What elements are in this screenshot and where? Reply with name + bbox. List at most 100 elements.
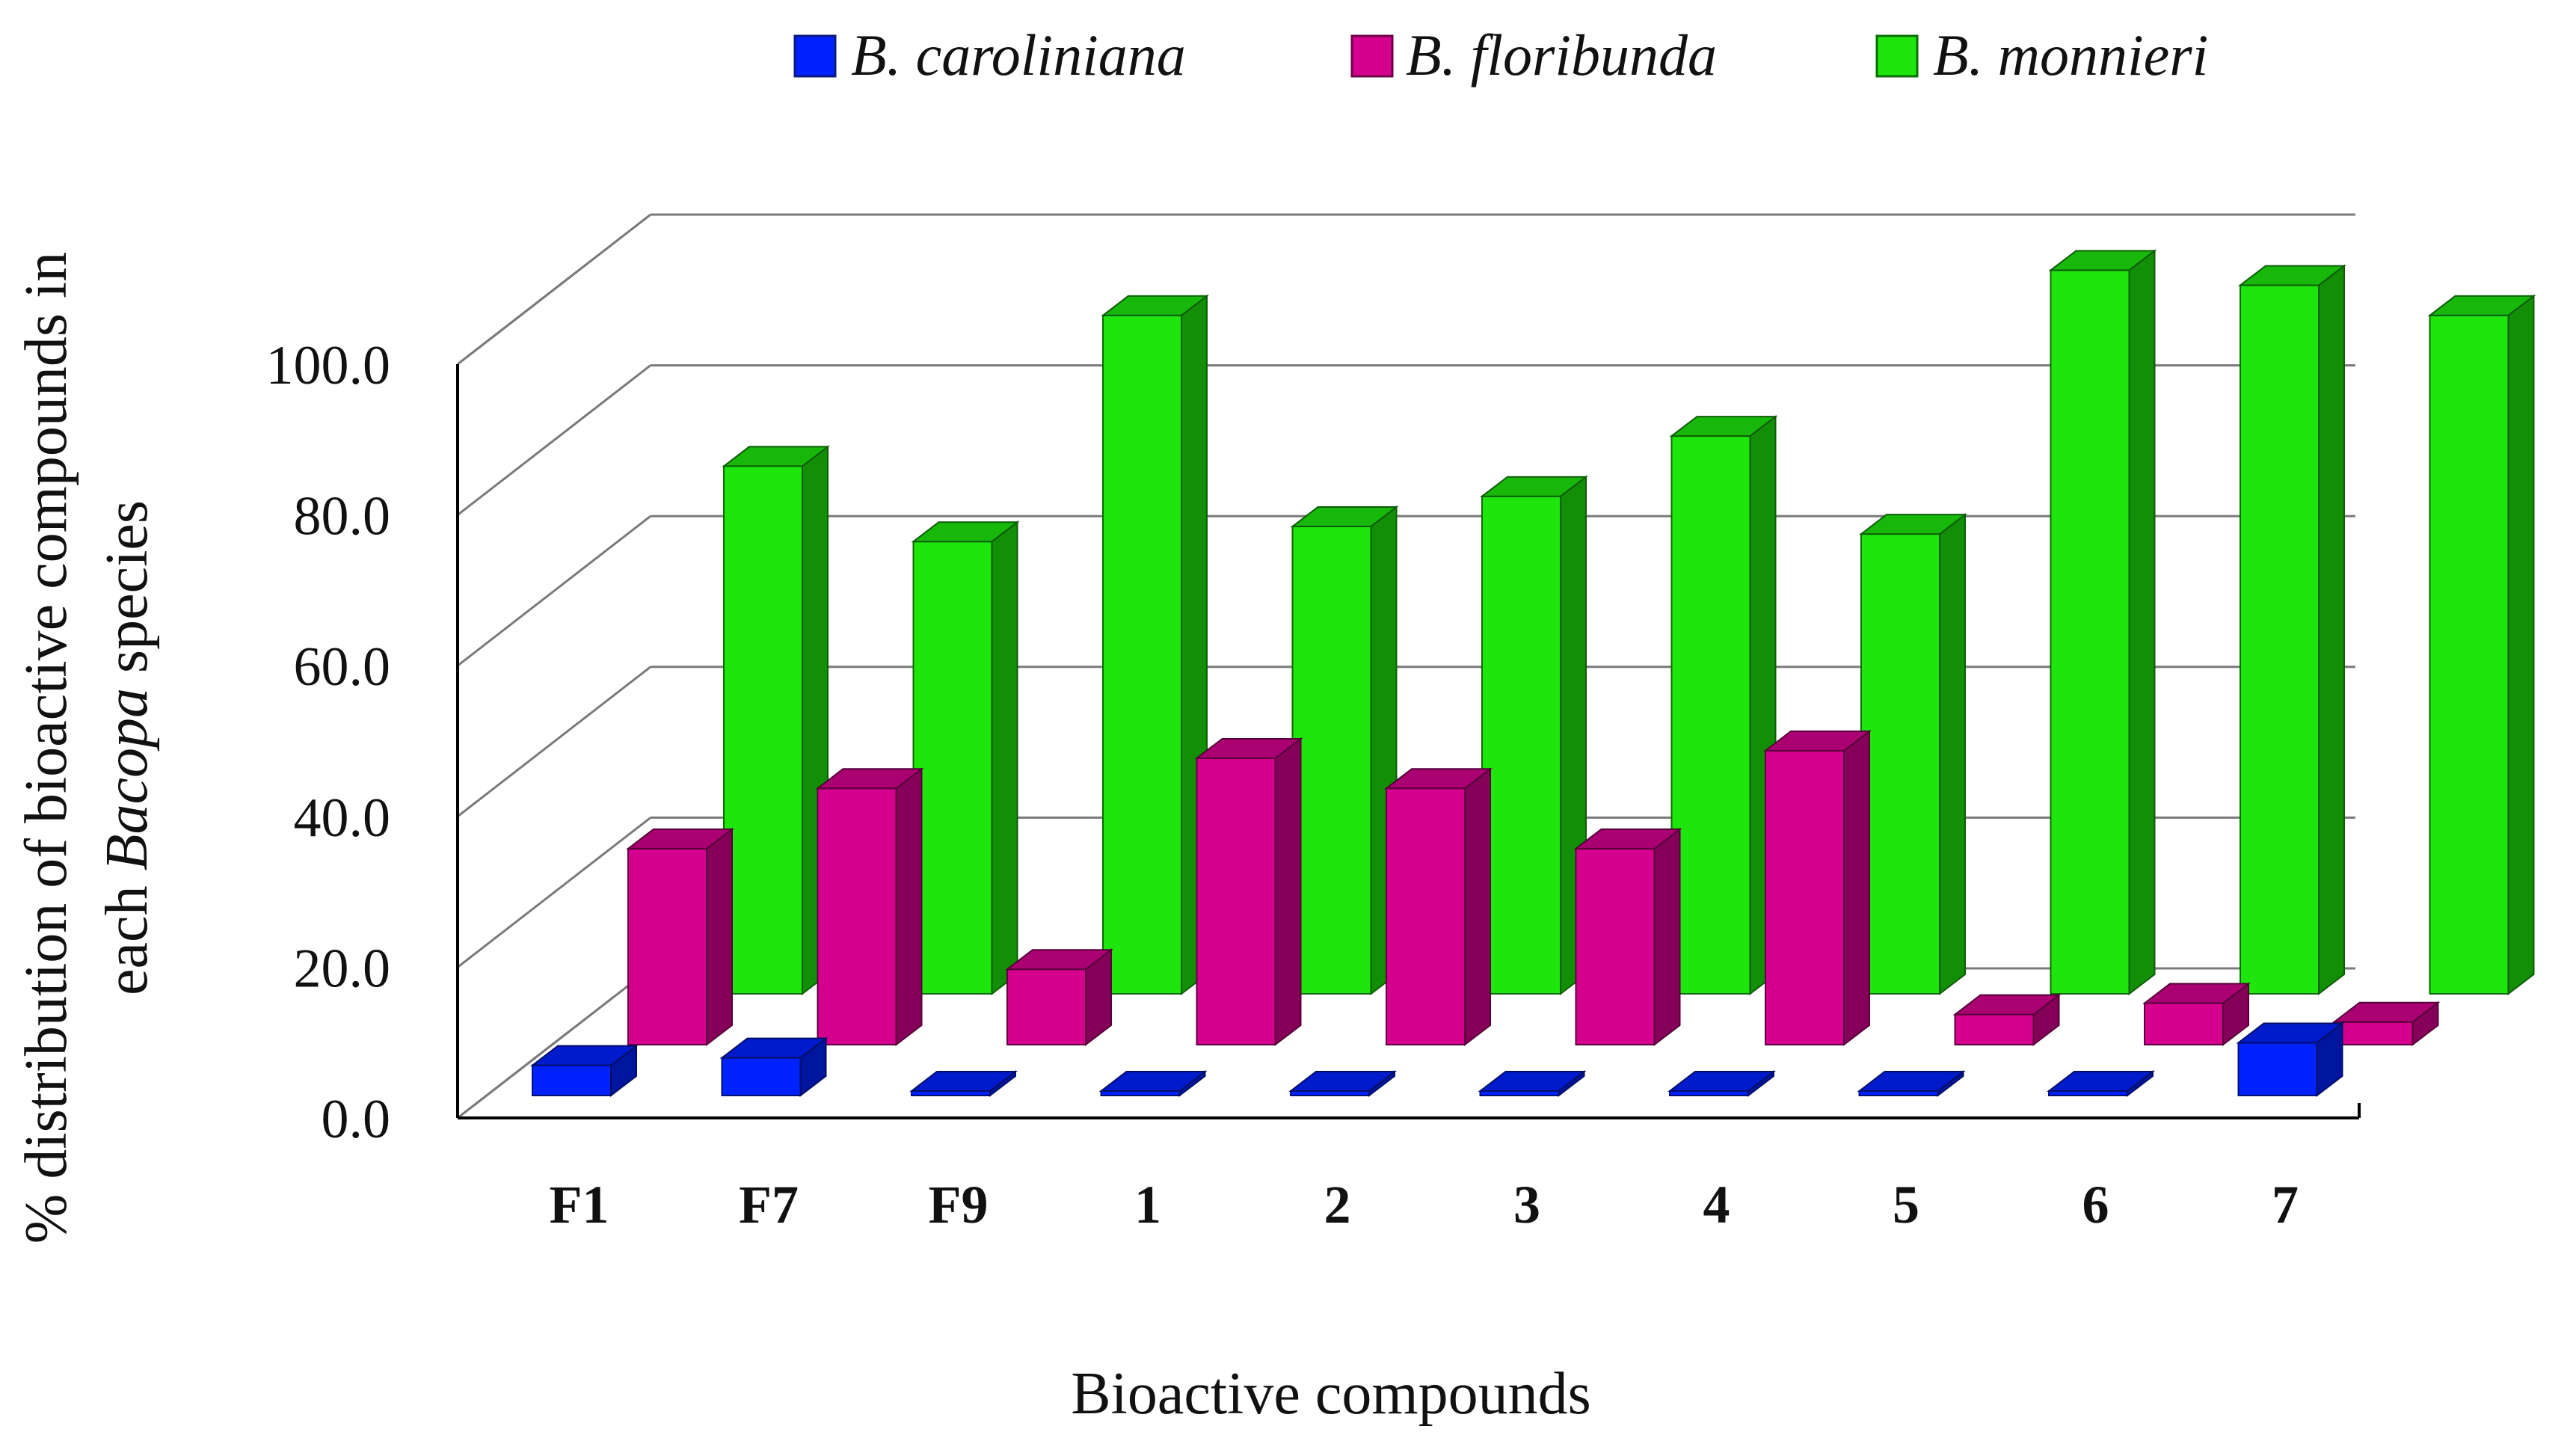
y-tick-label: 0.0 xyxy=(322,1089,391,1150)
bar-front xyxy=(1765,749,1845,1045)
floor-diag xyxy=(457,967,651,1119)
x-tick-labels: F1 F7 F9 1 2 3 4 5 6 7 xyxy=(550,1175,2299,1235)
bar-top xyxy=(1005,949,1113,971)
bar-0-5 xyxy=(1478,1069,1587,1098)
y-tick-label: 100.0 xyxy=(266,335,391,396)
bar-side xyxy=(991,520,1018,996)
bar-1-2 xyxy=(1005,948,1113,1047)
bar-0-4 xyxy=(1288,1069,1397,1098)
bar-top xyxy=(1098,1071,1208,1092)
bar-1-1 xyxy=(815,767,924,1047)
x-tick-label: F1 xyxy=(550,1175,609,1235)
bar-1-7 xyxy=(1952,993,2062,1047)
grid-diag xyxy=(457,364,651,516)
bar-side xyxy=(1843,729,1870,1047)
bar-front xyxy=(1575,847,1656,1046)
bar-front xyxy=(1291,526,1372,995)
y-tick-label: 20.0 xyxy=(294,938,391,999)
bar-front xyxy=(721,1057,802,1096)
bar-2-8 xyxy=(2238,264,2346,996)
grid-diag xyxy=(457,666,651,817)
bar-front xyxy=(1670,435,1751,995)
bar-top xyxy=(722,446,830,467)
bar-2-7 xyxy=(2048,249,2157,996)
bar-top xyxy=(719,1037,829,1059)
y-axis-title-line1: % distribution of bioactive compounds in xyxy=(13,252,79,1244)
y-tick-label: 40.0 xyxy=(294,787,391,849)
bar-top xyxy=(2331,1001,2441,1023)
bar-2-9 xyxy=(2427,294,2536,996)
x-tick-label: 3 xyxy=(1513,1175,1540,1235)
bar-0-0 xyxy=(530,1044,639,1098)
bar-front xyxy=(2050,269,2130,995)
x-tick-label: 5 xyxy=(1893,1175,1919,1235)
bar-1-6 xyxy=(1763,729,1872,1047)
y-tick-label: 80.0 xyxy=(294,486,391,547)
bar-top xyxy=(1480,476,1588,497)
bar-top xyxy=(1384,768,1493,790)
x-tick-label: 4 xyxy=(1703,1175,1730,1235)
bar-front xyxy=(627,847,707,1046)
bar-side xyxy=(2318,264,2345,996)
bar-front xyxy=(2333,1021,2414,1046)
bar-front xyxy=(1860,533,1940,995)
bar-top xyxy=(1573,828,1682,849)
bar-top xyxy=(626,828,734,849)
bar-1-3 xyxy=(1194,737,1303,1047)
bar-0-2 xyxy=(909,1069,1018,1098)
bar-front xyxy=(2429,314,2509,995)
legend: B. caroliniana B. floribunda B. monnieri xyxy=(793,22,2208,87)
bar-0-3 xyxy=(1098,1069,1208,1098)
bars xyxy=(530,249,2536,1098)
bar-top xyxy=(1667,1071,1776,1092)
bar-0-7 xyxy=(1857,1069,1966,1098)
bar-front xyxy=(1386,787,1466,1046)
bar-0-6 xyxy=(1667,1069,1776,1098)
legend-label-monnieri: B. monnieri xyxy=(1933,22,2208,87)
bar-top xyxy=(2238,265,2346,286)
bar-top xyxy=(1952,994,2062,1015)
bar-2-2 xyxy=(1101,294,1209,996)
bar-side xyxy=(895,767,923,1047)
legend-swatch-floribunda xyxy=(1350,34,1394,78)
legend-swatch-monnieri xyxy=(1875,34,1919,78)
bar-2-5 xyxy=(1669,415,1778,996)
bar-side xyxy=(1274,737,1302,1047)
bar-1-8 xyxy=(2142,982,2251,1047)
bar-top xyxy=(1101,295,1209,316)
bar-top xyxy=(1194,737,1303,759)
y-axis-title-italic: Bacopa xyxy=(94,688,160,870)
bar-front xyxy=(1196,757,1276,1046)
x-tick-label: 2 xyxy=(1324,1175,1351,1235)
bar-front xyxy=(912,541,993,995)
x-tick-label: F9 xyxy=(929,1175,989,1235)
grid-diag xyxy=(457,817,651,968)
bar-top xyxy=(2142,983,2251,1004)
bar-2-0 xyxy=(722,445,830,996)
bar-top xyxy=(909,1071,1018,1092)
y-tick-label: 60.0 xyxy=(294,636,391,698)
bar-top xyxy=(1857,1071,1966,1092)
bar-side xyxy=(1653,827,1681,1047)
bar-top xyxy=(2236,1022,2345,1044)
bar-1-5 xyxy=(1573,827,1682,1047)
x-tick-label: 7 xyxy=(2272,1175,2299,1235)
bar-top xyxy=(2048,250,2157,271)
bar-1-0 xyxy=(626,827,734,1047)
bar-side xyxy=(1939,513,1966,996)
bar-front xyxy=(1954,1013,2035,1046)
bar-front xyxy=(723,465,803,995)
bar-0-8 xyxy=(2047,1069,2155,1098)
y-axis-title-prefix: each xyxy=(94,885,160,995)
bar-side xyxy=(1464,767,1491,1047)
y-axis-title-line2: each Bacopa species xyxy=(94,500,160,995)
bar-side xyxy=(706,827,733,1047)
bar-front xyxy=(1006,968,1086,1045)
bar-0-9 xyxy=(2236,1021,2345,1098)
bar-2-6 xyxy=(1859,513,1967,996)
bar-front xyxy=(817,787,897,1046)
bar-top xyxy=(1478,1071,1587,1092)
legend-label-caroliniana: B. caroliniana xyxy=(851,22,1186,87)
grid-diag xyxy=(457,515,651,667)
